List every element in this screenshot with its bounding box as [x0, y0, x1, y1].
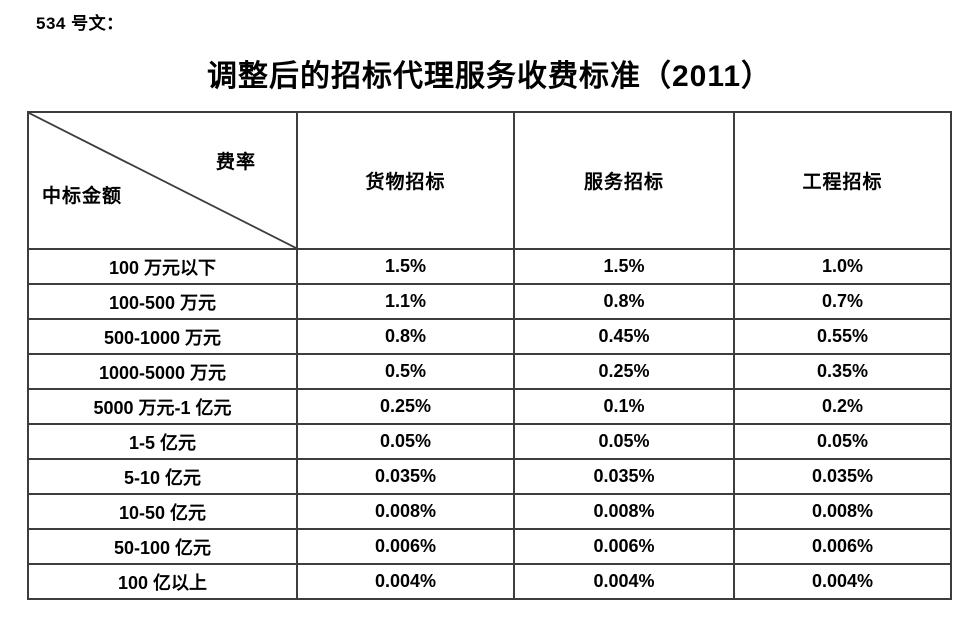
rate-cell: 1.0%: [733, 248, 952, 285]
rate-cell: 0.05%: [733, 423, 952, 460]
rate-cell: 0.006%: [513, 528, 735, 565]
rate-cell: 0.035%: [513, 458, 735, 495]
row-label: 100 亿以上: [27, 563, 298, 600]
rate-cell: 0.008%: [296, 493, 515, 530]
row-label: 5-10 亿元: [27, 458, 298, 495]
row-label: 10-50 亿元: [27, 493, 298, 530]
row-label: 100-500 万元: [27, 283, 298, 320]
table-row: 10-50 亿元 0.008% 0.008% 0.008%: [27, 493, 952, 530]
rate-cell: 0.05%: [296, 423, 515, 460]
table-row: 100 万元以下 1.5% 1.5% 1.0%: [27, 248, 952, 285]
column-header-services: 服务招标: [513, 111, 735, 250]
row-label: 500-1000 万元: [27, 318, 298, 355]
rate-cell: 0.004%: [733, 563, 952, 600]
rate-cell: 0.25%: [296, 388, 515, 425]
page-title: 调整后的招标代理服务收费标准（2011）: [206, 60, 773, 93]
rate-cell: 0.008%: [513, 493, 735, 530]
table-row: 100 亿以上 0.004% 0.004% 0.004%: [27, 563, 952, 600]
diagonal-divider-line: [29, 113, 296, 248]
row-label: 1000-5000 万元: [27, 353, 298, 390]
table-row: 50-100 亿元 0.006% 0.006% 0.006%: [27, 528, 952, 565]
rate-cell: 1.1%: [296, 283, 515, 320]
rate-cell: 0.25%: [513, 353, 735, 390]
rate-cell: 0.2%: [733, 388, 952, 425]
rate-cell: 1.5%: [513, 248, 735, 285]
table-row: 500-1000 万元 0.8% 0.45% 0.55%: [27, 318, 952, 355]
document-ref-label: 534 号文：: [36, 14, 124, 33]
rate-cell: 0.008%: [733, 493, 952, 530]
rate-cell: 0.004%: [296, 563, 515, 600]
table-row: 1-5 亿元 0.05% 0.05% 0.05%: [27, 423, 952, 460]
table-header-row: 费率 中标金额 货物招标 服务招标 工程招标: [27, 111, 952, 250]
rate-cell: 0.006%: [296, 528, 515, 565]
rate-cell: 1.5%: [296, 248, 515, 285]
table-body: 100 万元以下 1.5% 1.5% 1.0% 100-500 万元 1.1% 0.8% 0.…: [27, 248, 952, 600]
column-header-goods: 货物招标: [296, 111, 515, 250]
column-header-engineering: 工程招标: [733, 111, 952, 250]
rate-cell: 0.035%: [733, 458, 952, 495]
rate-cell: 0.004%: [513, 563, 735, 600]
row-label: 1-5 亿元: [27, 423, 298, 460]
table-row: 100-500 万元 1.1% 0.8% 0.7%: [27, 283, 952, 320]
corner-label-bid-amount: 中标金额: [42, 186, 123, 207]
rate-cell: 0.35%: [733, 353, 952, 390]
rate-cell: 0.035%: [296, 458, 515, 495]
rate-cell: 0.5%: [296, 353, 515, 390]
rate-cell: 0.8%: [296, 318, 515, 355]
rate-cell: 0.45%: [513, 318, 735, 355]
row-label: 5000 万元-1 亿元: [27, 388, 298, 425]
rate-cell: 0.55%: [733, 318, 952, 355]
row-label: 50-100 亿元: [27, 528, 298, 565]
rate-cell: 0.006%: [733, 528, 952, 565]
row-label: 100 万元以下: [27, 248, 298, 285]
rate-cell: 0.1%: [513, 388, 735, 425]
corner-header-cell: 费率 中标金额: [27, 111, 298, 250]
fee-rate-table: 费率 中标金额 货物招标 服务招标 工程招标 100 万元以下 1.5% 1.5% 1…: [27, 111, 952, 600]
rate-cell: 0.05%: [513, 423, 735, 460]
table-row: 5-10 亿元 0.035% 0.035% 0.035%: [27, 458, 952, 495]
table-row: 1000-5000 万元 0.5% 0.25% 0.35%: [27, 353, 952, 390]
corner-label-rate: 费率: [215, 152, 256, 173]
rate-cell: 0.7%: [733, 283, 952, 320]
table-row: 5000 万元-1 亿元 0.25% 0.1% 0.2%: [27, 388, 952, 425]
rate-cell: 0.8%: [513, 283, 735, 320]
